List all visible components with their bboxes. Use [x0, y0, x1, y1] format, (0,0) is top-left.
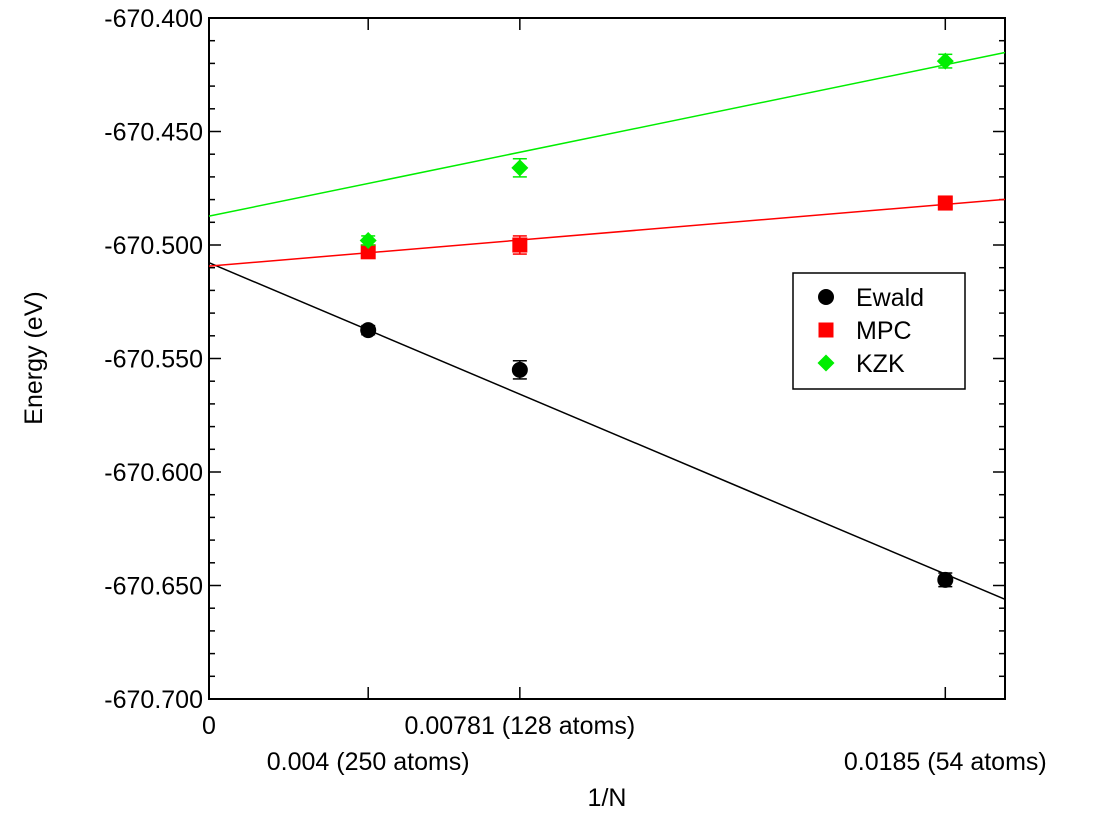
legend-marker-mpc — [818, 322, 834, 338]
y-tick-label: -670.650 — [104, 573, 203, 601]
y-tick-label: -670.700 — [104, 686, 203, 714]
x-tick-label: 0.004 (250 atoms) — [267, 748, 470, 776]
y-tick-label: -670.500 — [104, 232, 203, 260]
legend: Ewald MPC KZK — [792, 272, 966, 390]
legend-label-kzk: KZK — [856, 350, 905, 378]
data-markers — [359, 52, 954, 588]
legend-marker-ewald — [818, 289, 834, 305]
axis-ticks: -670.400 -670.450 -670.500 -670.550 -670.600… — [104, 5, 1046, 776]
fit-line-mpc — [208, 198, 1006, 267]
data-point-ewald — [360, 322, 377, 339]
y-tick-label: -670.400 — [104, 5, 203, 33]
legend-label-ewald: Ewald — [856, 284, 924, 312]
data-point-kzk — [359, 231, 377, 249]
data-point-ewald — [937, 571, 954, 588]
y-tick-label: -670.550 — [104, 346, 203, 374]
data-point-ewald — [511, 361, 528, 378]
fit-line-kzk — [208, 51, 1006, 217]
data-point-mpc — [937, 195, 953, 211]
data-point-mpc — [360, 244, 376, 260]
data-point-kzk — [936, 52, 954, 70]
y-tick-label: -670.600 — [104, 459, 203, 487]
legend-marker-kzk — [817, 354, 835, 372]
x-axis-title: 1/N — [588, 784, 627, 812]
x-tick-label: 0.00781 (128 atoms) — [404, 712, 635, 740]
fit-lines — [208, 51, 1006, 601]
x-tick-label: 0.0185 (54 atoms) — [844, 748, 1047, 776]
y-tick-label: -670.450 — [104, 119, 203, 147]
data-point-mpc — [512, 237, 528, 253]
legend-label-mpc: MPC — [856, 317, 912, 345]
fit-line-ewald — [208, 262, 1006, 601]
data-point-kzk — [511, 159, 529, 177]
x-tick-label: 0 — [202, 712, 216, 740]
y-axis-title: Energy (eV) — [20, 291, 48, 424]
